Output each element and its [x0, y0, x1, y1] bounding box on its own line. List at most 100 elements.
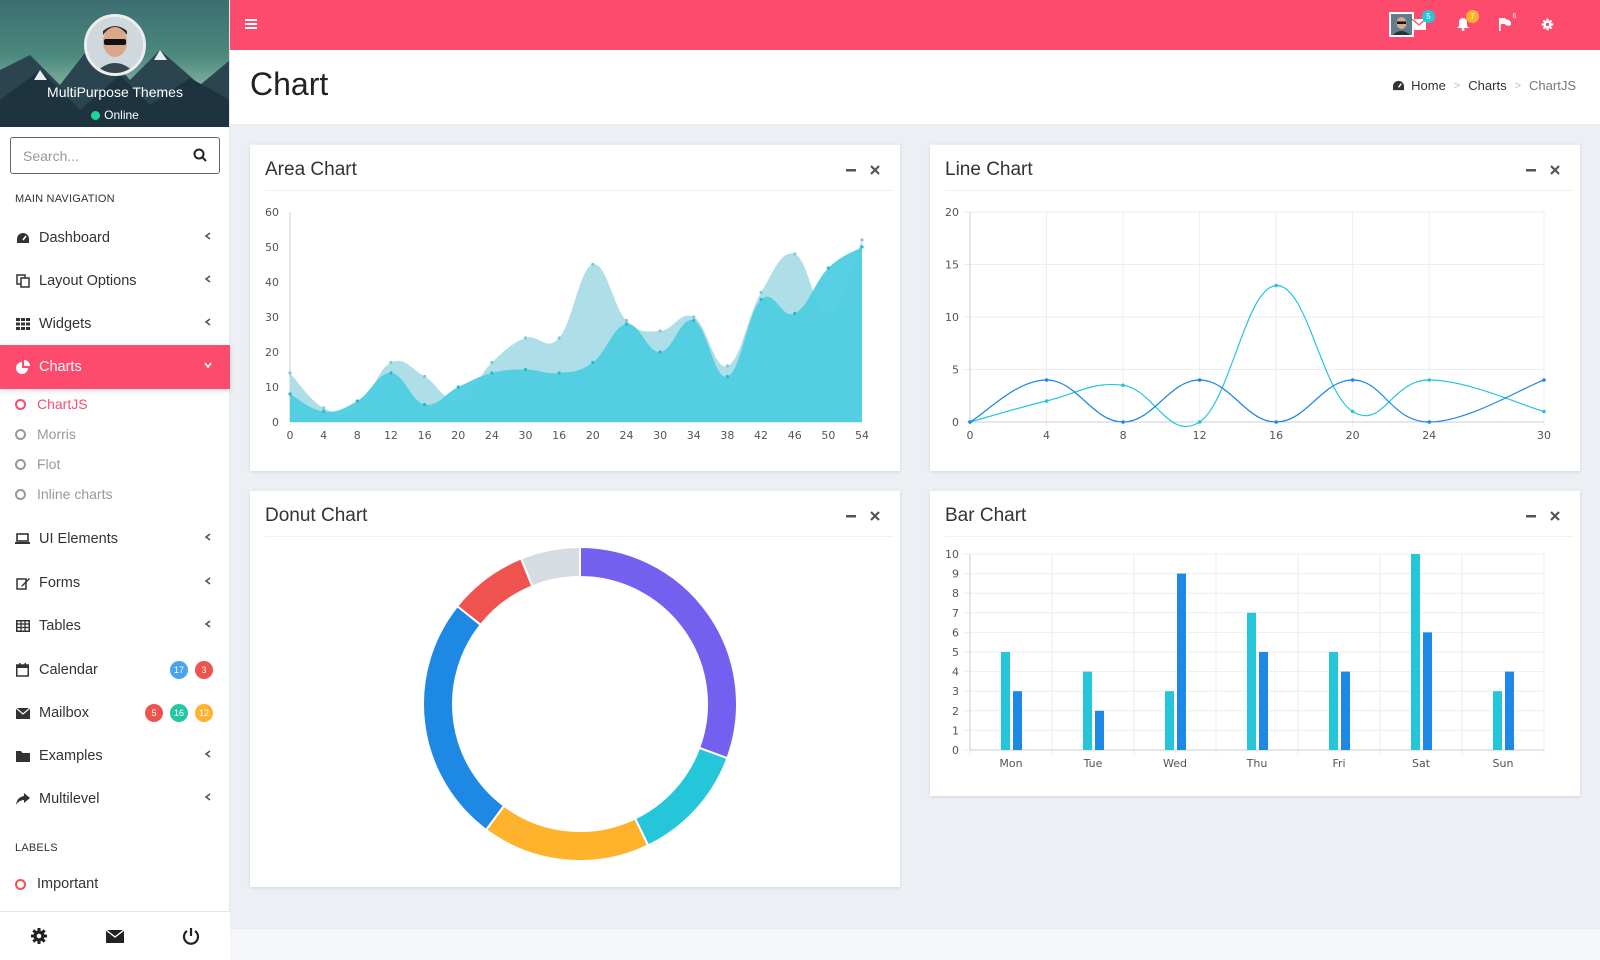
content-header: Chart Home > Charts > ChartJS: [230, 50, 1600, 124]
close-icon[interactable]: [1550, 165, 1560, 175]
sidebar-subitem-chartjs[interactable]: ChartJS: [15, 396, 88, 412]
donut-chart-box: Donut Chart: [250, 490, 900, 887]
pie-chart-icon: [15, 360, 30, 375]
data-point: [490, 371, 494, 375]
user-panel: MultiPurpose Themes Online: [0, 0, 229, 127]
edit-icon: [15, 576, 30, 591]
data-point: [389, 360, 393, 365]
sidebar-subitem-inline-charts[interactable]: Inline charts: [15, 486, 112, 502]
search-input[interactable]: [11, 138, 181, 173]
minimize-icon[interactable]: [1526, 511, 1536, 521]
sidebar-item-layout-options[interactable]: Layout Options: [0, 259, 230, 303]
top-user-avatar[interactable]: [1389, 12, 1414, 37]
page-title: Chart: [250, 66, 329, 102]
close-icon[interactable]: [870, 165, 880, 175]
sidebar-item-forms[interactable]: Forms: [0, 561, 230, 605]
sidebar-subitem-flot[interactable]: Flot: [15, 456, 60, 472]
data-point: [490, 360, 494, 365]
x-tick-label: 34: [687, 429, 701, 442]
data-point: [968, 420, 972, 424]
data-point: [1197, 378, 1202, 382]
y-tick-label: 5: [952, 364, 959, 377]
sidebar-item-examples[interactable]: Examples: [0, 734, 230, 778]
dashboard-icon: [15, 231, 30, 246]
top-navbar: 5 7 6: [230, 0, 1600, 50]
minimize-icon[interactable]: [846, 165, 856, 175]
y-tick-label: 0: [952, 416, 959, 429]
user-name[interactable]: MultiPurpose Themes: [47, 84, 183, 100]
donut-slice-3: [484, 804, 650, 862]
x-tick-label: 30: [1537, 429, 1551, 442]
bar-fri-series-2: [1341, 671, 1350, 750]
x-tick-label: 20: [451, 429, 465, 442]
sidebar-item-charts[interactable]: Charts: [0, 345, 230, 389]
data-point: [793, 252, 797, 256]
nav-header-labels: LABELS: [15, 842, 58, 854]
data-point: [422, 402, 427, 407]
y-tick-label: 50: [265, 241, 279, 254]
data-point: [759, 297, 763, 302]
x-tick-label: 0: [287, 429, 294, 442]
minimize-icon[interactable]: [1526, 165, 1536, 175]
bell-icon[interactable]: [1456, 17, 1470, 31]
bar-tue-series-1: [1083, 671, 1092, 750]
settings-gear-icon[interactable]: [1541, 18, 1554, 31]
sidebar-item-multilevel[interactable]: Multilevel: [0, 777, 230, 821]
user-photo-small: [1391, 14, 1412, 35]
breadcrumb-home[interactable]: Home: [1411, 78, 1446, 93]
bar-sun-series-1: [1493, 691, 1502, 750]
x-tick-label: Mon: [999, 757, 1022, 770]
data-point: [725, 374, 730, 379]
label-important[interactable]: Important: [15, 876, 98, 892]
data-point: [793, 311, 797, 316]
sidebar-item-label: Layout Options: [39, 273, 137, 289]
page-footer: [230, 928, 1600, 960]
bar-wed-series-2: [1177, 573, 1186, 750]
data-point: [456, 385, 460, 389]
mountain-background: [0, 40, 229, 127]
bar-mon-series-2: [1013, 691, 1022, 750]
chevron-left-icon: [204, 577, 211, 585]
data-point: [692, 315, 696, 319]
close-icon[interactable]: [870, 511, 880, 521]
breadcrumb-charts[interactable]: Charts: [1468, 78, 1507, 93]
y-tick-label: 1: [952, 724, 959, 737]
notification-count-badge: 7: [1466, 10, 1479, 23]
user-photo: [87, 17, 143, 73]
area-chart: 0 10 20 30 40 50 60 0 4 8 12 16 20 24 30 16 20 24 30 34 38 42…: [265, 206, 869, 442]
x-tick-label: Fri: [1332, 757, 1345, 770]
bar-thu-series-2: [1259, 652, 1268, 750]
sidebar-item-calendar[interactable]: Calendar 17 3: [0, 648, 230, 692]
gear-icon[interactable]: [30, 927, 48, 945]
hamburger-menu-icon[interactable]: [245, 18, 257, 30]
search-icon[interactable]: [193, 148, 207, 162]
sidebar-item-label: Forms: [39, 575, 81, 591]
power-icon[interactable]: [182, 927, 200, 945]
x-tick-label: 8: [1120, 429, 1127, 442]
envelope-icon[interactable]: [106, 927, 124, 945]
data-point: [523, 367, 528, 372]
avatar[interactable]: [84, 14, 146, 76]
mailbox-badge-green: 16: [170, 704, 188, 722]
sidebar-item-label: Calendar: [39, 662, 98, 678]
data-point: [860, 238, 864, 242]
data-point: [288, 392, 292, 396]
sidebar-item-ui-elements[interactable]: UI Elements: [0, 517, 230, 561]
close-icon[interactable]: [1550, 511, 1560, 521]
bar-tue-series-2: [1095, 710, 1104, 750]
sidebar-subitem-morris[interactable]: Morris: [15, 426, 76, 442]
sidebar-item-dashboard[interactable]: Dashboard: [0, 216, 230, 260]
sidebar-item-widgets[interactable]: Widgets: [0, 302, 230, 346]
data-point: [1350, 378, 1355, 382]
x-tick-label: 16: [1269, 429, 1283, 442]
sidebar-item-label: Examples: [39, 748, 103, 764]
sidebar-item-tables[interactable]: Tables: [0, 604, 230, 648]
area-series-2: [290, 247, 862, 422]
minimize-icon[interactable]: [846, 511, 856, 521]
data-point: [1121, 383, 1125, 388]
data-point: [288, 371, 292, 375]
sidebar-item-mailbox[interactable]: Mailbox 5 16 12: [0, 691, 230, 735]
donut-slice-5: [455, 557, 534, 627]
mailbox-badge-red: 5: [145, 704, 163, 722]
online-dot: [91, 111, 101, 120]
